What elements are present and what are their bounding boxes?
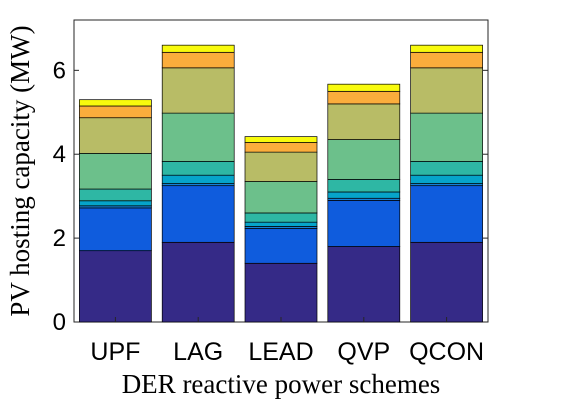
bar-segment-lead-8 [244, 142, 318, 153]
x-category-labels: UPF LAG LEAD QVP QCON [90, 317, 484, 366]
y-axis-title: PV hosting capacity (MW) [5, 25, 35, 316]
bar-segment-upf-9 [79, 99, 152, 107]
bar-segment-upf-7 [79, 117, 152, 154]
y-tick-label: 4 [53, 141, 66, 168]
bar-segment-lead-5 [244, 212, 318, 223]
bar-segment-upf-5 [79, 188, 152, 202]
bar-segment-upf-4 [79, 200, 152, 207]
bar-segment-qcon-6 [410, 112, 483, 162]
bar-segment-qcon-7 [410, 67, 483, 114]
plot-area: 0 2 4 6 UPF LAG LEAD QVP QCON [53, 19, 489, 366]
bar-segment-lead-2 [244, 228, 318, 264]
bar-segment-qvp-6 [327, 139, 401, 180]
bar-segment-qvp-8 [327, 90, 401, 105]
bar-segment-lag-6 [161, 112, 235, 162]
y-tick-label: 2 [53, 225, 66, 252]
bar-segment-qvp-1 [327, 246, 401, 323]
bar-segment-lead-6 [244, 181, 318, 214]
bars-group [79, 44, 483, 323]
bar-segment-lead-1 [244, 262, 318, 323]
bar-segment-qvp-5 [327, 179, 401, 193]
bar-segment-lag-2 [161, 185, 235, 243]
bar-segment-qcon-4 [410, 174, 483, 184]
bar-segment-qcon-9 [410, 44, 483, 53]
y-ticks-group: 0 2 4 6 [53, 57, 488, 336]
x-category-label-qcon: QCON [409, 338, 484, 366]
bar-segment-qcon-8 [410, 51, 483, 69]
bar-segment-lag-5 [161, 161, 235, 176]
bar-segment-lag-1 [161, 241, 235, 323]
x-category-label-lag: LAG [173, 338, 223, 366]
bar-segment-lag-9 [161, 44, 235, 53]
x-category-label-upf: UPF [90, 338, 140, 366]
bar-segment-upf-2 [79, 207, 152, 252]
bar-segment-lead-9 [244, 136, 318, 143]
bar-segment-lag-8 [161, 51, 235, 69]
y-tick-label: 6 [53, 57, 66, 84]
bar-segment-qvp-2 [327, 200, 401, 247]
x-category-label-qvp: QVP [337, 338, 390, 366]
bar-segment-upf-1 [79, 250, 152, 323]
y-tick-label: 0 [53, 309, 66, 336]
bar-segment-upf-8 [79, 105, 152, 119]
bar-segment-qvp-4 [327, 191, 401, 199]
bar-segment-upf-6 [79, 153, 152, 190]
bar-segment-qcon-5 [410, 161, 483, 176]
bar-segment-qvp-9 [327, 83, 401, 92]
bar-segment-qvp-7 [327, 103, 401, 140]
bar-segment-lag-7 [161, 67, 235, 114]
bar-segment-lead-4 [244, 221, 318, 227]
x-category-label-lead: LEAD [248, 338, 313, 366]
bar-segment-lag-4 [161, 174, 235, 184]
bar-segment-qcon-1 [410, 241, 483, 323]
bar-segment-lead-7 [244, 151, 318, 182]
x-axis-title: DER reactive power schemes [122, 369, 441, 399]
bar-segment-qcon-2 [410, 185, 483, 243]
